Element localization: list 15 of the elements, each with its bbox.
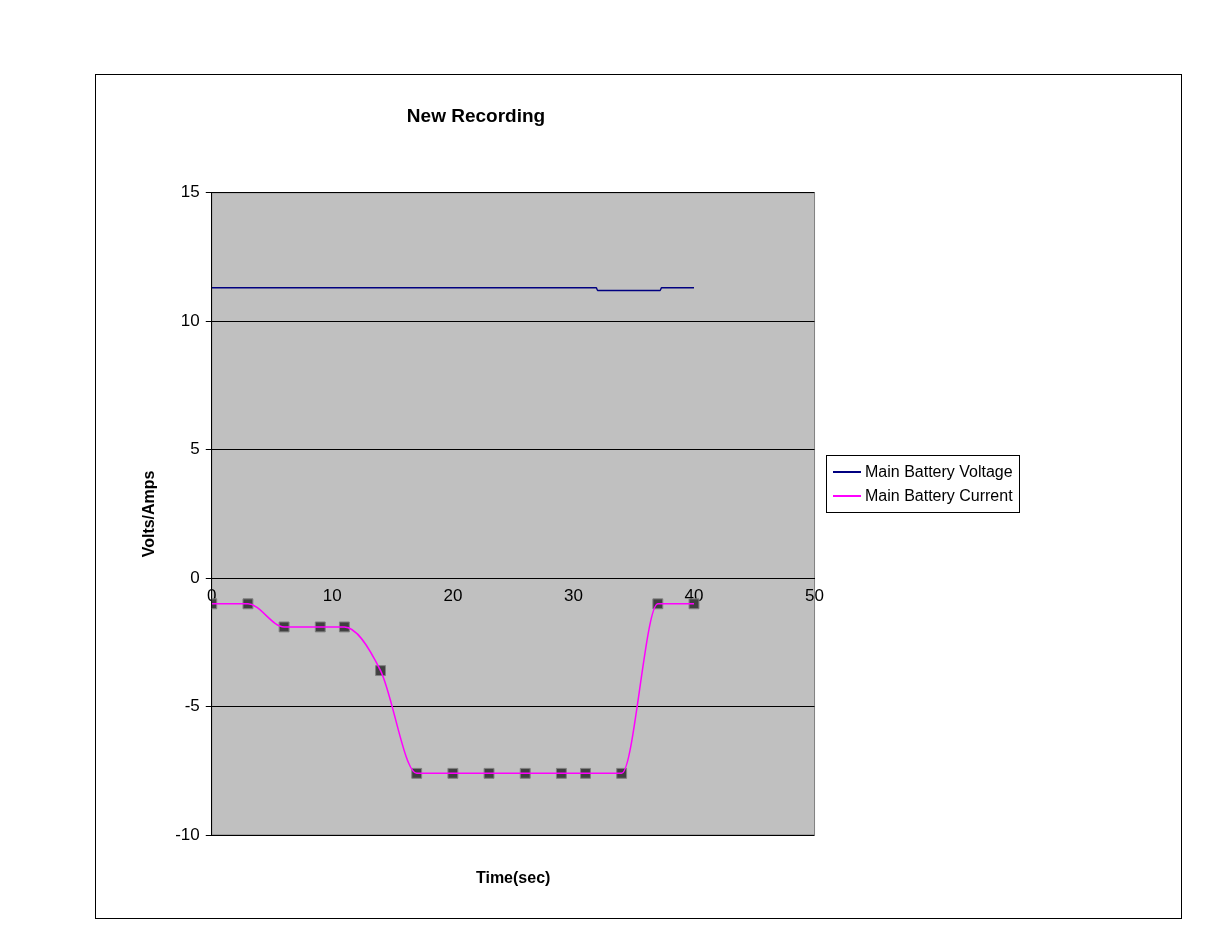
y-axis-title: Volts/Amps bbox=[140, 470, 158, 558]
x-tick-label: 50 bbox=[805, 586, 825, 606]
y-tick-label: -5 bbox=[184, 696, 200, 716]
y-tick-label: 0 bbox=[190, 567, 200, 587]
x-axis-title: Time(sec) bbox=[475, 869, 551, 887]
chart-title: New Recording bbox=[406, 104, 546, 126]
y-tick-label: 5 bbox=[190, 439, 200, 459]
legend-label: Main Battery Voltage bbox=[865, 462, 1013, 482]
x-tick-label: 30 bbox=[563, 586, 583, 606]
x-tick-label: 20 bbox=[443, 586, 463, 606]
legend-label: Main Battery Current bbox=[865, 486, 1013, 506]
y-tick-label: 15 bbox=[180, 182, 200, 202]
y-tick-label: -10 bbox=[175, 824, 200, 844]
y-tick-label: 10 bbox=[180, 310, 200, 330]
x-tick-label: 10 bbox=[322, 586, 342, 606]
